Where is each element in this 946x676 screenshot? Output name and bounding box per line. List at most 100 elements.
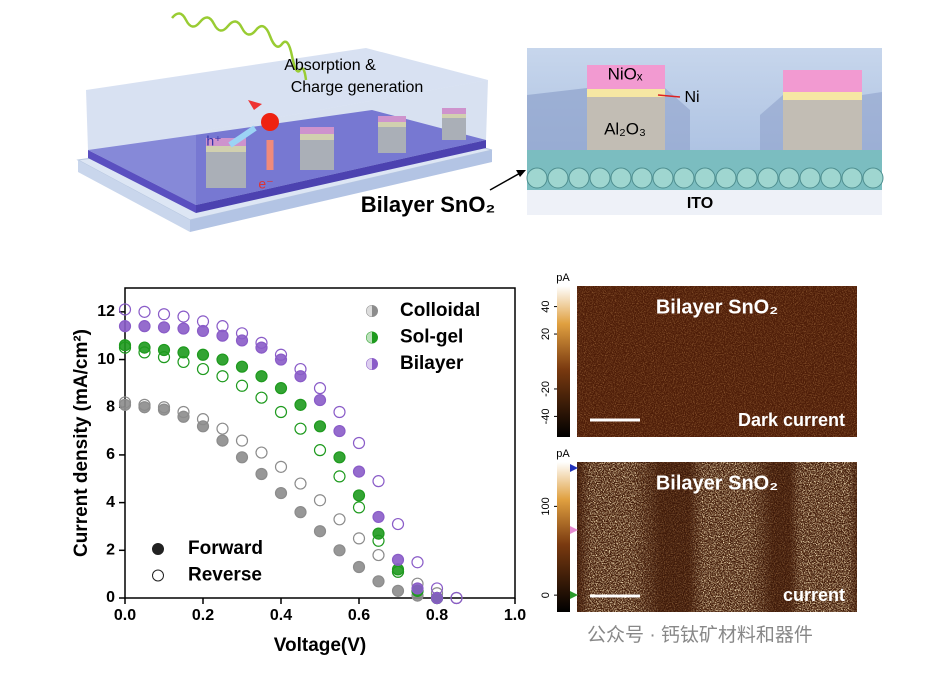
substrate-side (190, 150, 492, 232)
sno2-layer-side (196, 140, 486, 213)
data-point (216, 329, 229, 342)
nanoparticle (547, 167, 569, 189)
data-point (274, 486, 288, 500)
annotation: Absorption & (284, 57, 376, 74)
arrowhead (248, 100, 262, 110)
data-point (352, 532, 366, 545)
data-point (313, 420, 327, 433)
data-point (177, 310, 190, 323)
cross-section: NiOₓ Ni Al₂O₃ ITO Bilayer SnO₂ (361, 48, 884, 217)
nanoparticle (778, 167, 800, 189)
data-point (235, 334, 249, 347)
data-point (372, 475, 385, 488)
annotation: Charge generation (291, 79, 424, 96)
data-point (294, 506, 307, 519)
nanoparticle (652, 167, 674, 189)
data-point (118, 320, 132, 333)
colorbar-tick-label: 40 (540, 300, 552, 312)
data-point (138, 320, 151, 333)
nanoparticles (526, 167, 884, 189)
electrode-stripes (206, 108, 466, 188)
data-point (255, 467, 268, 481)
data-point (274, 460, 288, 473)
x-tick-label: 0.4 (270, 607, 292, 624)
data-point (352, 436, 366, 450)
x-tick-label: 0.8 (426, 607, 448, 624)
data-point (274, 382, 288, 395)
data-point (274, 405, 288, 419)
nanoparticle (694, 167, 716, 189)
data-point (196, 324, 210, 338)
plot-frame (124, 287, 516, 599)
x-axis-label: Voltage(V) (274, 635, 367, 656)
data-point (196, 362, 210, 376)
colorbar-tick-label: -20 (540, 381, 552, 397)
nanoparticle (841, 167, 863, 189)
map-texture (577, 286, 857, 437)
data-point (333, 451, 346, 464)
data-point (411, 556, 424, 569)
substrate-side (78, 160, 190, 232)
data-point (372, 510, 385, 524)
data-point (352, 489, 366, 502)
legend-label: Forward (188, 538, 263, 559)
data-point (352, 501, 366, 514)
hole-arrow (228, 125, 257, 148)
colorbar (557, 462, 570, 612)
layer-label: Al₂O₃ (604, 119, 646, 138)
data-point (333, 470, 346, 483)
data-point (255, 341, 268, 354)
perovskite-layer (86, 48, 488, 205)
data-point (391, 517, 405, 531)
data-point (372, 575, 385, 588)
data-point (255, 446, 268, 459)
nanoparticle (568, 167, 590, 189)
data-point (333, 424, 346, 438)
data-point (274, 353, 288, 366)
data-point (391, 584, 405, 597)
nanoparticle (736, 167, 758, 189)
data-point (294, 370, 307, 383)
layer-label: NiOₓ (608, 64, 643, 83)
legend-label: Colloidal (400, 300, 480, 321)
x-tick-label: 0.2 (192, 607, 214, 624)
layer-label: ITO (687, 195, 713, 212)
colorbar-tick-label: 20 (540, 328, 552, 340)
data-point (313, 382, 327, 395)
data-point (216, 434, 229, 447)
legend-marker (366, 332, 372, 343)
sno2-layer-side (88, 150, 196, 213)
legend-marker (152, 569, 164, 582)
layer-label: Ni (684, 89, 699, 106)
data-point (235, 434, 249, 447)
data-point (177, 346, 190, 359)
data-point (196, 420, 210, 433)
data-point (313, 525, 327, 538)
data-point (333, 544, 346, 557)
hole-label: h⁺ (206, 133, 221, 149)
legend-marker (152, 543, 164, 555)
data-point (255, 370, 268, 383)
legend-marker (366, 358, 372, 370)
nanoparticle (589, 167, 611, 189)
data-point (430, 591, 444, 605)
colorbar-unit: pA (556, 272, 570, 284)
x-tick-label: 0.0 (114, 607, 136, 624)
data-point (411, 582, 424, 595)
data-point (177, 410, 190, 423)
light-wave (171, 12, 308, 81)
map-title: Bilayer SnO₂ (656, 296, 778, 318)
data-point (333, 405, 346, 419)
data-point (118, 303, 132, 316)
data-point (157, 403, 171, 416)
y-tick-label: 4 (106, 494, 115, 511)
y-tick-label: 10 (97, 351, 115, 368)
data-point (138, 341, 151, 354)
data-point (450, 591, 463, 605)
map-label: Dark current (738, 410, 845, 430)
data-point (235, 360, 249, 373)
data-point (235, 451, 249, 464)
legend-label: Bilayer (400, 353, 464, 374)
data-point (294, 422, 307, 435)
